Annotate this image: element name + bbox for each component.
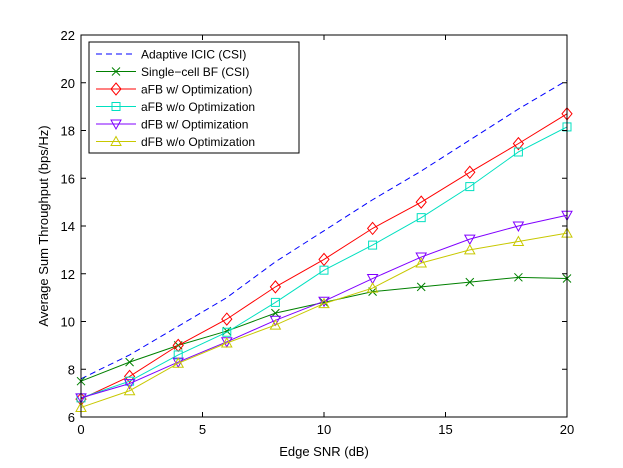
series-line [80,113,568,400]
x-tick-label: 10 [317,422,331,437]
axis-ticks: 0 5 10 15 20 6 8 10 12 14 16 18 20 22 [61,28,575,437]
cross-marker [465,277,475,287]
triangle-up-marker [269,319,282,330]
legend-box [88,41,300,154]
legend-label: dFB w/ Optimization [141,118,248,132]
square-marker [368,240,378,250]
cross-marker [416,282,426,292]
x-tick-label: 0 [77,422,84,437]
square-marker [465,182,475,192]
legend-entry: aFB w/ Optimization) [96,82,252,97]
square-marker [222,327,232,337]
diamond-marker [221,312,233,326]
series-layer [75,79,573,412]
triangle-up-marker [110,135,122,146]
legend-label: Adaptive ICIC (CSI) [141,48,246,62]
cross-marker [111,67,121,76]
series-4 [75,210,573,404]
square-marker [513,147,523,157]
triangle-up-marker [366,282,379,293]
triangle-down-marker [269,315,282,327]
y-tick-label: 14 [61,219,75,234]
y-tick-label: 18 [61,124,75,139]
diamond-marker [123,369,136,384]
triangle-down-marker [366,274,379,285]
legend-entry: aFB w/o Optimization [96,100,255,114]
series-line [80,232,568,408]
triangle-down-marker [415,252,428,264]
square-marker [270,297,280,307]
square-marker [319,265,329,275]
legend-entry: dFB w/ Optimization [96,118,248,132]
triangle-down-marker [512,221,525,233]
diamond-marker [110,82,122,96]
triangle-up-marker [512,235,525,247]
legend-entry: Adaptive ICIC (CSI) [96,48,246,62]
series-5 [75,227,573,412]
triangle-up-marker [463,243,476,255]
legend-entry: dFB w/o Optimization [96,135,255,149]
diamond-marker [464,165,476,180]
y-axis-label: Average Sum Throughput (bps/Hz) [36,125,51,326]
triangle-down-marker [318,296,330,308]
legend-label: aFB w/ Optimization) [141,83,252,97]
diamond-marker [366,221,379,236]
legend-entry: Single−cell BF (CSI) [96,65,249,79]
square-marker [111,102,121,111]
diamond-marker [415,195,427,209]
legend-label: Single−cell BF (CSI) [141,65,249,79]
x-axis-label: Edge SNR (dB) [279,444,369,459]
triangle-up-marker [415,256,428,268]
series-line [80,79,568,380]
series-line [80,126,568,399]
y-tick-label: 16 [61,171,75,186]
square-marker [416,213,426,223]
triangle-up-marker [318,297,330,309]
x-tick-label: 5 [199,422,206,437]
triangle-down-marker [110,119,122,131]
y-tick-label: 6 [68,410,75,425]
y-tick-label: 10 [61,315,75,330]
legend: Adaptive ICIC (CSI) Single−cell BF (CSI) a… [88,41,300,154]
series-0 [80,79,568,380]
cross-marker [125,357,134,367]
triangle-down-marker [123,379,136,390]
series-line [80,214,568,399]
triangle-up-marker [172,357,185,368]
triangle-down-marker [463,234,476,246]
x-tick-label: 15 [438,422,452,437]
y-tick-label: 8 [68,362,75,377]
legend-label: dFB w/o Optimization [141,135,255,149]
cross-marker [514,272,523,282]
y-tick-label: 22 [61,28,75,43]
diamond-marker [269,280,282,294]
diamond-marker [318,252,330,267]
legend-label: aFB w/o Optimization [141,100,255,114]
triangle-up-marker [123,384,136,396]
y-tick-label: 12 [61,267,75,282]
y-tick-label: 20 [61,76,75,91]
x-tick-label: 20 [560,422,574,437]
diamond-marker [512,136,525,151]
triangle-up-marker [220,336,233,348]
